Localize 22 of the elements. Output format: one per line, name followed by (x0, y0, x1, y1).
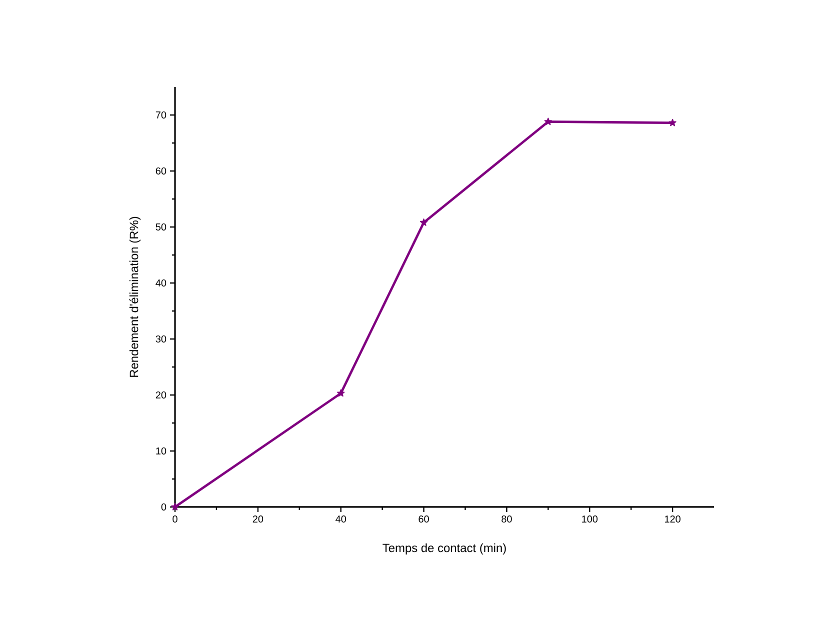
y-tick-label: 20 (156, 391, 166, 399)
y-tick-label: 50 (156, 223, 166, 231)
x-tick-label: 0 (172, 516, 178, 523)
point (544, 118, 552, 126)
x-tick-label: 120 (665, 516, 680, 523)
point (171, 502, 179, 510)
y-tick-label: 40 (156, 279, 166, 287)
x-tick-label: 20 (252, 516, 264, 523)
y-axis-title: Rendement d'élimination (R%) (129, 216, 141, 377)
x-tick-label: 40 (336, 516, 346, 523)
y-tick-label: 0 (161, 503, 166, 511)
point (668, 118, 676, 126)
x-tick-label: 100 (582, 516, 598, 523)
point (420, 218, 428, 226)
point (337, 389, 345, 397)
y-tick-label: 70 (156, 111, 166, 119)
y-tick-label: 30 (156, 335, 166, 343)
x-tick-label: 60 (418, 516, 429, 523)
y-tick-label: 60 (156, 167, 166, 175)
x-tick-label: 80 (502, 516, 512, 523)
x-axis-title: Temps de contact (min) (382, 543, 506, 555)
y-tick-label: 10 (156, 447, 166, 455)
